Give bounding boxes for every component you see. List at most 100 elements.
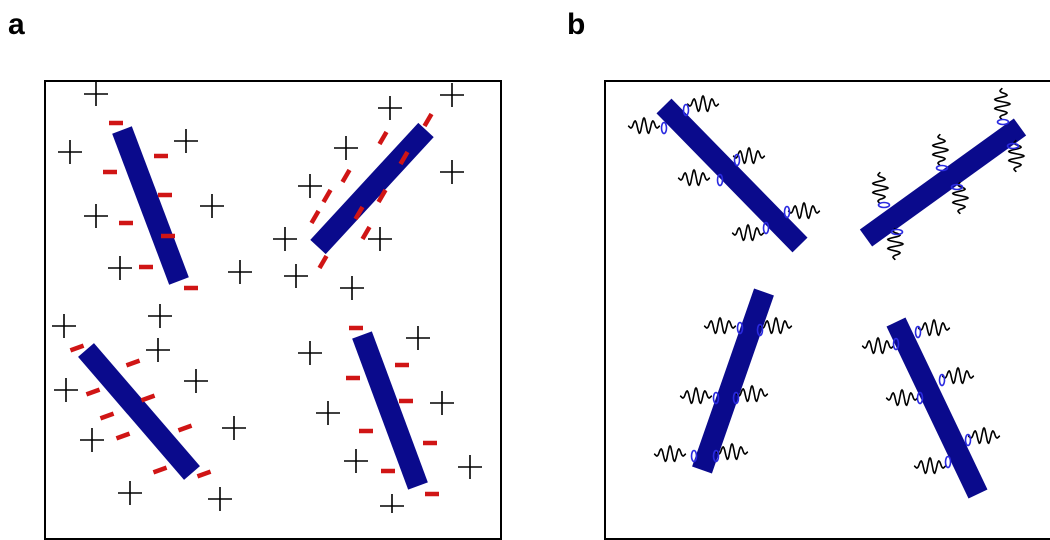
fluctuation-wave-icon [715, 442, 749, 461]
fluctuation-wave-icon [731, 223, 765, 242]
plus-sign-icon [118, 481, 142, 505]
dipole-icon [935, 164, 949, 172]
plus-sign-icon [344, 449, 368, 473]
dipole-icon [914, 325, 922, 339]
dipole-icon [996, 118, 1010, 126]
rod-4 [352, 331, 428, 490]
dipole-icon [660, 121, 668, 135]
dipole-icon [712, 391, 720, 405]
rod-8 [886, 317, 988, 499]
dipole-icon [712, 449, 720, 463]
plus-sign-icon [228, 260, 252, 284]
panel-a-diagram [52, 82, 482, 513]
plus-sign-icon [284, 264, 308, 288]
plus-sign-icon [84, 82, 108, 106]
minus-sign-icon [317, 254, 329, 270]
plus-sign-icon [440, 160, 464, 184]
fluctuation-wave-icon [941, 366, 975, 385]
fluctuation-wave-icon [759, 316, 793, 335]
plus-sign-icon [334, 136, 358, 160]
minus-sign-icon [177, 423, 193, 433]
dipole-icon [682, 103, 690, 117]
fluctuation-wave-icon [931, 133, 950, 167]
dipole-icon [944, 455, 952, 469]
minus-sign-icon [196, 469, 212, 479]
dipole-icon [938, 373, 946, 387]
plus-sign-icon [273, 227, 297, 251]
fluctuation-wave-icon [787, 201, 821, 220]
rod-5 [656, 98, 808, 253]
fluctuation-wave-icon [627, 116, 661, 135]
dipole-icon [762, 221, 770, 235]
plus-sign-icon [440, 83, 464, 107]
fluctuation-wave-icon [732, 146, 766, 165]
dipole-icon [732, 391, 740, 405]
fluctuation-wave-icon [951, 181, 970, 215]
minus-sign-icon [360, 225, 372, 241]
rod-7 [692, 288, 774, 474]
fluctuation-wave-icon [735, 384, 769, 403]
minus-sign-icon [377, 130, 389, 146]
dipole-icon [890, 228, 904, 236]
dipole-icon [756, 323, 764, 337]
panel-b-label: b [567, 8, 586, 41]
plus-sign-icon [298, 174, 322, 198]
plus-sign-icon [208, 487, 232, 511]
minus-sign-icon [152, 465, 168, 475]
plus-sign-icon [80, 428, 104, 452]
rod-3 [78, 343, 200, 480]
plus-sign-icon [458, 455, 482, 479]
dipole-icon [733, 153, 741, 167]
minus-sign-icon [99, 411, 115, 421]
fluctuation-wave-icon [703, 316, 737, 335]
dipole-icon [736, 321, 744, 335]
minus-sign-icon [398, 150, 410, 166]
dipole-icon [950, 183, 964, 191]
plus-sign-icon [406, 326, 430, 350]
plus-sign-icon [146, 338, 170, 362]
fluctuation-wave-icon [993, 87, 1012, 121]
plus-sign-icon [52, 314, 76, 338]
fluctuation-wave-icon [677, 168, 711, 187]
dipole-icon [892, 337, 900, 351]
plus-sign-icon [340, 276, 364, 300]
plus-sign-icon [58, 140, 82, 164]
plus-sign-icon [84, 204, 108, 228]
minus-sign-icon [69, 343, 85, 353]
minus-sign-icon [125, 358, 141, 368]
plus-sign-icon [148, 304, 172, 328]
dipole-icon [916, 391, 924, 405]
plus-sign-icon [54, 378, 78, 402]
minus-sign-icon [309, 209, 321, 225]
plus-sign-icon [378, 96, 402, 120]
dipole-icon [1006, 142, 1020, 150]
plus-sign-icon [380, 494, 404, 513]
minus-sign-icon [321, 188, 333, 204]
dipole-icon [964, 433, 972, 447]
plus-sign-icon [430, 391, 454, 415]
plus-sign-icon [368, 227, 392, 251]
fluctuation-wave-icon [653, 444, 687, 463]
dipole-icon [783, 205, 791, 219]
fluctuation-wave-icon [885, 388, 919, 407]
fluctuation-wave-icon [917, 318, 951, 337]
minus-sign-icon [140, 393, 156, 403]
fluctuation-wave-icon [686, 94, 720, 113]
fluctuation-wave-icon [679, 386, 713, 405]
rod-6 [859, 118, 1027, 247]
minus-sign-icon [115, 431, 131, 441]
plus-sign-icon [174, 129, 198, 153]
fluctuation-wave-icon [913, 456, 947, 475]
plus-sign-icon [316, 401, 340, 425]
fluctuation-wave-icon [861, 336, 895, 355]
panel-a-frame [44, 80, 502, 540]
plus-sign-icon [108, 256, 132, 280]
dipole-icon [877, 201, 891, 209]
minus-sign-icon [85, 387, 101, 397]
panel-b-diagram [627, 87, 1027, 499]
fluctuation-wave-icon [967, 426, 1001, 445]
plus-sign-icon [298, 341, 322, 365]
minus-sign-icon [340, 168, 352, 184]
rod-2 [310, 122, 434, 255]
plus-sign-icon [184, 369, 208, 393]
